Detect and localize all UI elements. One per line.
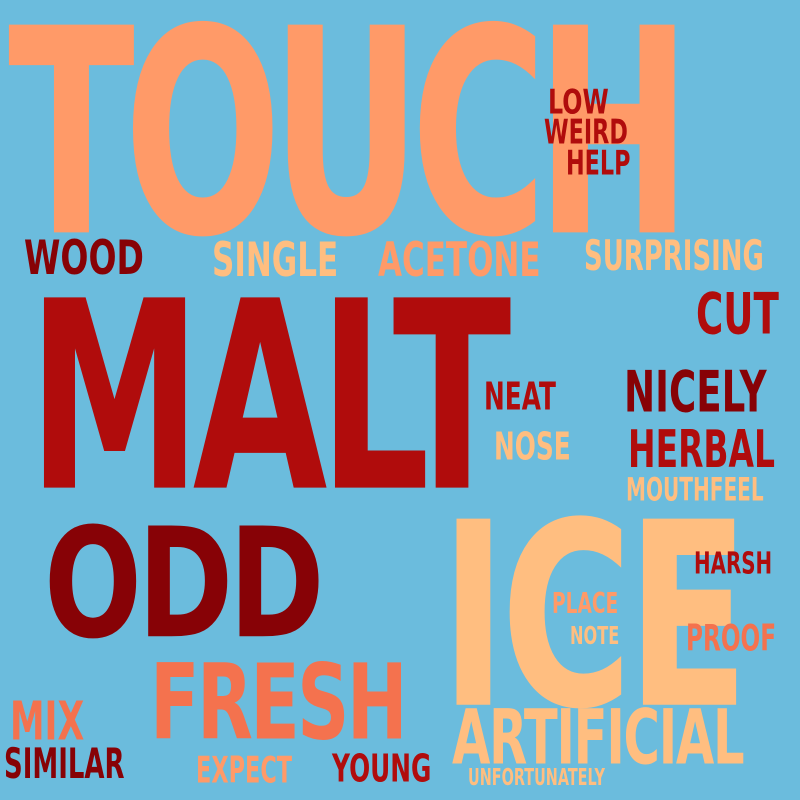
word-acetone: ACETONE: [378, 232, 541, 288]
word-neat: NEAT: [484, 375, 556, 419]
word-fresh: FRESH: [150, 641, 408, 764]
word-artificial: ARTIFICIAL: [452, 693, 745, 782]
word-help: HELP: [566, 144, 631, 184]
word-young: YOUNG: [332, 747, 432, 791]
word-odd: ODD: [44, 494, 325, 673]
word-similar: SIMILAR: [4, 740, 125, 789]
word-herbal: HERBAL: [628, 419, 776, 480]
word-low: LOW: [548, 83, 609, 123]
word-place: PLACE: [552, 587, 619, 621]
word-harsh: HARSH: [694, 545, 773, 582]
word-nose: NOSE: [494, 425, 571, 469]
word-touch: TOUCH: [8, 0, 692, 300]
word-surprising: SURPRISING: [584, 232, 764, 281]
word-wood: WOOD: [24, 230, 144, 286]
word-cut: CUT: [696, 281, 779, 348]
word-mouthfeel: MOUTHFEEL: [626, 471, 764, 510]
word-mix: MIX: [10, 691, 85, 753]
word-expect: EXPECT: [196, 749, 293, 791]
word-malt: MALT: [28, 246, 511, 550]
word-proof: PROOF: [686, 617, 777, 659]
word-single: SINGLE: [212, 232, 339, 288]
word-ice: ICE: [440, 468, 749, 766]
word-nicely: NICELY: [624, 359, 767, 426]
word-weird: WEIRD: [544, 113, 628, 153]
word-unfortunately: UNFORTUNATELY: [468, 764, 605, 791]
word-note: NOTE: [570, 622, 620, 651]
